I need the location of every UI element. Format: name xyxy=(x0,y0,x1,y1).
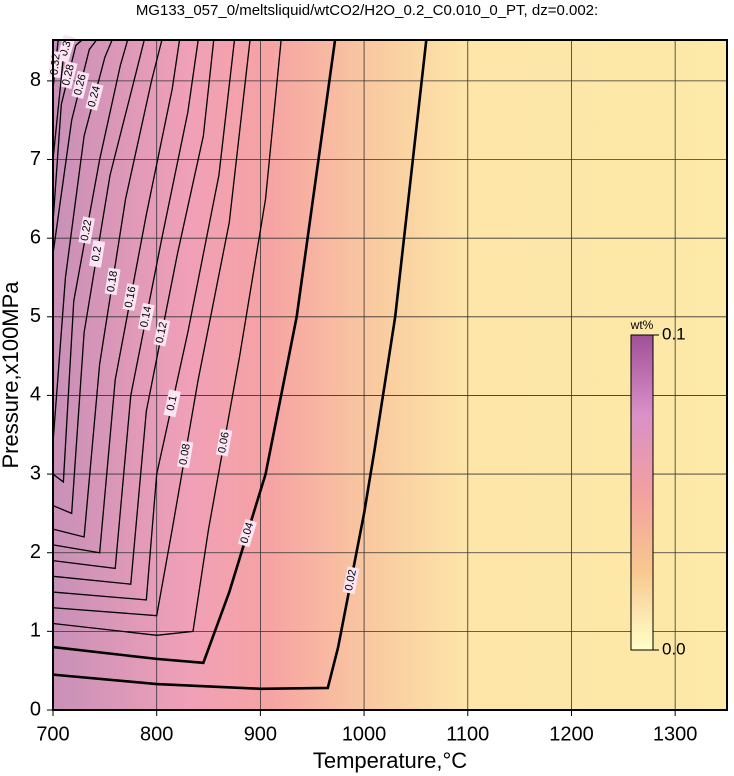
contour-label-text: 0.1 xyxy=(165,395,180,413)
contour-label: 0.26 xyxy=(71,70,90,99)
y-tick-label: 1 xyxy=(30,620,41,642)
contour-label: 0.14 xyxy=(137,302,155,331)
y-tick-label: 6 xyxy=(30,226,41,248)
x-tick-label: 1100 xyxy=(446,723,489,745)
contour-line xyxy=(52,39,282,636)
contour-label-text: 0.14 xyxy=(138,305,154,328)
x-tick-label: 1000 xyxy=(342,723,387,745)
contour-label-text: 0.16 xyxy=(123,285,139,308)
plot-frame xyxy=(52,39,728,711)
contour-label: 0.2 xyxy=(89,240,106,268)
contour-label-text: 0.28 xyxy=(60,63,77,87)
contour-label: 0.22 xyxy=(78,216,95,245)
contour-label-bg xyxy=(153,318,171,347)
y-tick-label: 2 xyxy=(30,541,41,563)
contour-label: 0.24 xyxy=(85,82,104,111)
heatmap-background xyxy=(53,40,727,710)
y-tick-label: 3 xyxy=(30,462,41,484)
contour-label-text: 0.06 xyxy=(216,431,232,454)
contour-line xyxy=(52,39,113,443)
y-tick-label: 0 xyxy=(30,698,41,720)
contour-label-bg xyxy=(342,566,360,595)
contour-label-bg xyxy=(104,267,121,296)
contour-label-bg xyxy=(122,283,140,312)
colorbar-tick-label: 0.1 xyxy=(662,324,686,343)
contour-label: 0.28 xyxy=(59,60,78,90)
contour-label: 0.16 xyxy=(122,283,140,312)
x-tick-label: 1200 xyxy=(549,723,594,745)
contour-label: 0.1 xyxy=(163,389,181,418)
chart-title: MG133_057_0/meltsliquid/wtCO2/H2O_0.2_C0… xyxy=(136,2,598,19)
contour-label-text: 0.08 xyxy=(177,443,192,466)
contour-label-bg xyxy=(215,428,233,457)
y-tick-label: 7 xyxy=(30,148,41,170)
contour-label: 0.08 xyxy=(177,440,194,469)
contour-label-text: 0.18 xyxy=(105,270,120,293)
contour-label-text: 0.24 xyxy=(86,85,103,109)
y-tick-label: 4 xyxy=(30,384,41,406)
contour-label-bg xyxy=(78,216,95,245)
contour-label-bg xyxy=(85,82,104,111)
colorbar xyxy=(630,334,654,651)
contour-label-bg xyxy=(59,60,78,90)
colorbar-tick-label: 0.0 xyxy=(662,639,686,658)
contour-label-bg xyxy=(137,302,155,331)
x-tick-label: 800 xyxy=(140,723,173,745)
contour-label: 0.12 xyxy=(153,318,171,347)
y-tick-label: 8 xyxy=(30,69,41,91)
contour-label-bg xyxy=(48,50,63,78)
contour-label: 0.32 xyxy=(48,50,63,78)
contour-label-bg xyxy=(89,240,106,268)
contour-line xyxy=(52,39,428,691)
contour-label: 0.02 xyxy=(342,566,360,595)
contour-label-text: 0.32 xyxy=(48,53,62,76)
contour-label-bg xyxy=(177,440,194,469)
y-tick-label: 5 xyxy=(30,305,41,327)
contour-label-bg xyxy=(237,518,257,548)
contour-label-bg xyxy=(163,389,181,418)
contour-label-text: 0.12 xyxy=(154,321,170,344)
contour-label-text: 0.22 xyxy=(79,219,95,242)
x-tick-label: 700 xyxy=(36,723,69,745)
contour-line xyxy=(52,39,337,665)
x-tick-label: 1300 xyxy=(653,723,698,745)
x-axis-label: Temperature,°C xyxy=(313,748,467,773)
contour-label-text: 0.2 xyxy=(90,245,104,262)
contour-label: 0.06 xyxy=(215,428,233,457)
colorbar-label: wt% xyxy=(630,318,654,332)
contour-label: 0.18 xyxy=(104,267,121,296)
x-tick-label: 900 xyxy=(244,723,277,745)
contour-label-bg xyxy=(71,70,90,99)
contour-label: 0.04 xyxy=(237,518,257,548)
y-axis-label: Pressure,x100MPa xyxy=(0,281,23,469)
contour-label-text: 0.26 xyxy=(72,73,89,97)
contour-label-text: 0.02 xyxy=(343,569,359,592)
